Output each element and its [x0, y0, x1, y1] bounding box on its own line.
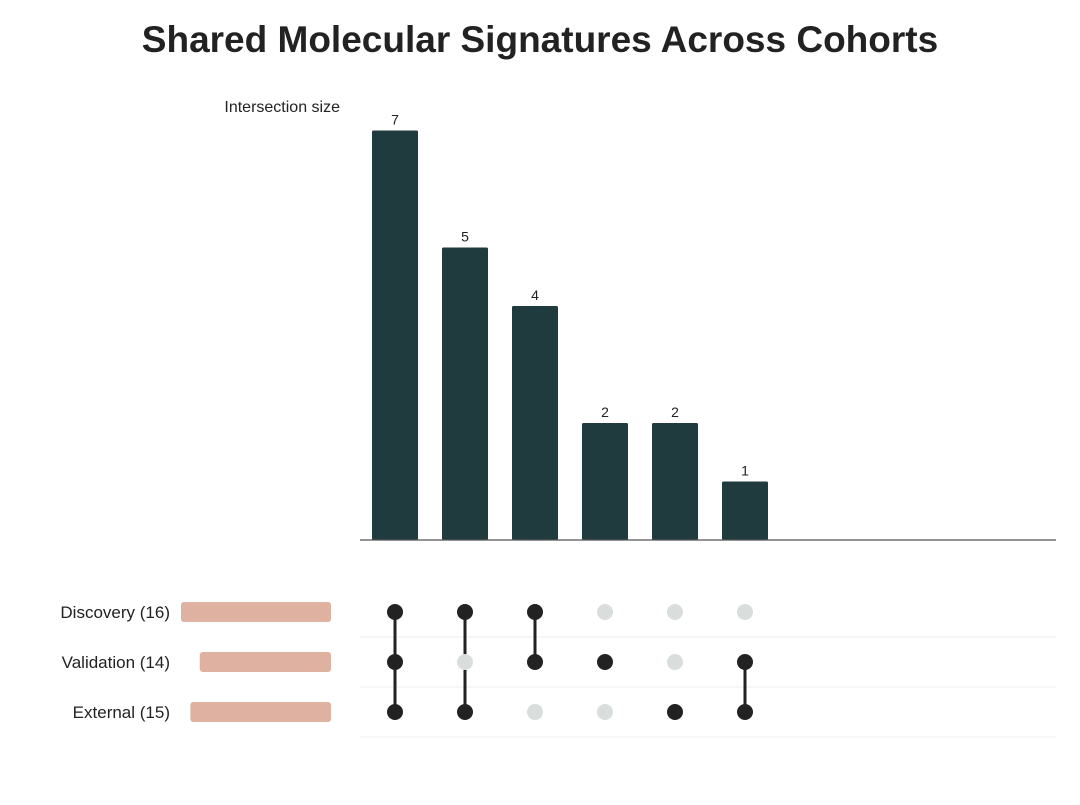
matrix-dot-active [737, 654, 753, 670]
matrix-dot-active [527, 604, 543, 620]
bar-value-label: 2 [601, 404, 609, 420]
matrix-dot-inactive [597, 704, 613, 720]
matrix-dot-inactive [667, 604, 683, 620]
set-size-bar [190, 702, 331, 722]
bar-value-label: 4 [531, 287, 539, 303]
matrix-dot-active [457, 604, 473, 620]
set-label: Validation (14) [62, 653, 170, 672]
intersection-bar [722, 481, 768, 540]
matrix-dot-inactive [597, 604, 613, 620]
matrix-dot-inactive [737, 604, 753, 620]
matrix-dot-active [387, 654, 403, 670]
set-size-bar [181, 602, 331, 622]
intersection-bar [442, 247, 488, 540]
set-size-bars: Discovery (16) Validation (14) External (1… [60, 602, 331, 722]
matrix-dot-inactive [667, 654, 683, 670]
matrix-dot-active [387, 704, 403, 720]
set-size-bar [199, 652, 331, 672]
matrix-dot-inactive [527, 704, 543, 720]
intersection-bar [512, 306, 558, 540]
matrix-dot-inactive [457, 654, 473, 670]
intersection-bar [372, 130, 418, 540]
intersection-bar [582, 423, 628, 540]
matrix-dot-active [527, 654, 543, 670]
chart-title: Shared Molecular Signatures Across Cohor… [142, 19, 938, 60]
matrix-row-lines [360, 636, 1056, 738]
set-label: External (15) [73, 703, 170, 722]
matrix-dot-active [457, 704, 473, 720]
bar-value-label: 2 [671, 404, 679, 420]
bar-value-label: 1 [741, 463, 749, 479]
matrix-dot-active [737, 704, 753, 720]
set-label: Discovery (16) [60, 603, 170, 622]
intersection-bars: 7 5 4 2 2 1 [372, 112, 768, 540]
matrix-dot-active [387, 604, 403, 620]
intersection-bar [652, 423, 698, 540]
bar-value-label: 7 [391, 112, 399, 128]
matrix-dot-active [667, 704, 683, 720]
membership-matrix [387, 604, 753, 720]
bar-value-label: 5 [461, 229, 469, 245]
y-axis-label: Intersection size [224, 99, 340, 116]
matrix-dot-active [597, 654, 613, 670]
